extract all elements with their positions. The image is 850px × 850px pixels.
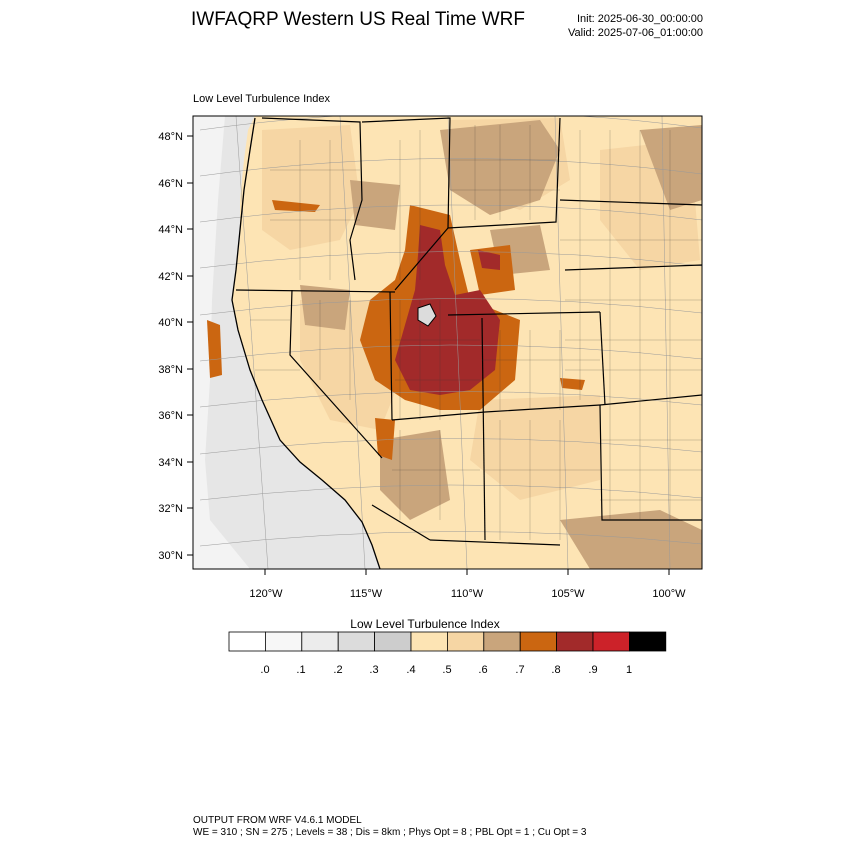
lat-label: 44°N [158,224,183,236]
colorbar-swatch [519,631,558,652]
lon-label: 120°W [249,588,283,600]
main-title: IWFAQRP Western US Real Time WRF [191,9,525,30]
colorbar-swatch [337,631,376,652]
lat-label: 32°N [158,503,183,515]
colorbar-swatch [374,631,412,652]
colorbar-swatch [301,631,339,652]
colorbar-label: .9 [588,664,598,676]
lon-label: 110°W [451,588,484,600]
colorbar-label: .3 [369,664,379,676]
lat-label: 36°N [158,410,183,422]
lat-label: 40°N [158,317,183,329]
lat-label: 42°N [158,271,183,283]
map-subtitle: Low Level Turbulence Index [193,93,330,105]
colorbar-swatch [629,631,667,652]
colorbar-label: .8 [551,664,561,676]
ocean-far-field [193,116,250,569]
footer-model-line: OUTPUT FROM WRF V4.6.1 MODEL [193,815,362,826]
colorbar-label: .4 [406,664,416,676]
lat-label: 46°N [158,178,183,190]
colorbar-label: .0 [260,664,270,676]
colorbar-label: .1 [296,664,306,676]
colorbar-label: .2 [333,664,343,676]
coastline [231,117,381,569]
map-field [193,116,702,569]
colorbar-swatch [446,631,485,652]
lon-label: 115°W [350,588,383,600]
colorbar-label: .5 [442,664,452,676]
colorbar [228,631,667,652]
init-time: Init: 2025-06-30_00:00:00 [577,13,703,25]
colorbar-swatch [556,631,594,652]
lat-label: 48°N [158,131,183,143]
lat-ticks [187,135,193,556]
colorbar-swatch [592,631,630,652]
state-borders [235,117,702,546]
valid-time: Valid: 2025-07-06_01:00:00 [568,27,703,39]
footer-config-line: WE = 310 ; SN = 275 ; Levels = 38 ; Dis … [193,827,587,838]
lat-label: 34°N [158,457,183,469]
index-09-zones [395,225,500,395]
lat-label: 30°N [158,550,183,562]
colorbar-title: Low Level Turbulence Index [350,617,500,631]
colorbar-swatch [483,631,521,652]
lon-label: 100°W [652,588,686,600]
county-lines [250,125,702,540]
colorbar-label: .7 [515,664,525,676]
lon-ticks [264,569,670,575]
lat-label: 38°N [158,364,183,376]
lon-label: 105°W [551,588,585,600]
colorbar-swatch [228,631,266,652]
colorbar-swatch [264,631,303,652]
map-frame [192,115,703,570]
colorbar-label: .6 [478,664,488,676]
great-salt-lake [417,303,437,327]
colorbar-swatch [410,631,448,652]
colorbar-label: 1 [625,664,633,676]
graticule [199,116,702,569]
